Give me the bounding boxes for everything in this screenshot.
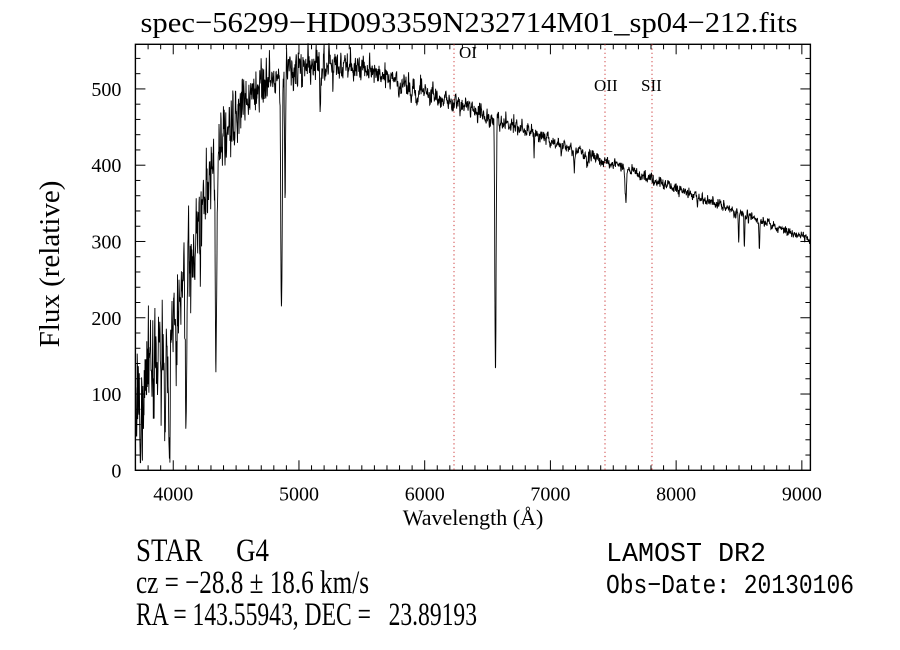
svg-text:Obs−Date: 20130106: Obs−Date: 20130106	[606, 572, 854, 602]
svg-text:0: 0	[111, 460, 121, 482]
svg-text:200: 200	[91, 308, 121, 330]
svg-text:Wavelength (Å): Wavelength (Å)	[403, 505, 544, 530]
svg-text:9000: 9000	[782, 483, 822, 505]
svg-text:cz = −28.8 ± 18.6 km/s: cz = −28.8 ± 18.6 km/s	[136, 565, 369, 601]
svg-text:7000: 7000	[530, 483, 570, 505]
svg-text:Flux (relative): Flux (relative)	[34, 181, 66, 348]
svg-text:OII: OII	[594, 76, 618, 95]
svg-text:100: 100	[91, 384, 121, 406]
svg-text:500: 500	[91, 79, 121, 101]
svg-text:8000: 8000	[656, 483, 696, 505]
svg-text:6000: 6000	[405, 483, 445, 505]
svg-text:SII: SII	[641, 76, 662, 95]
svg-text:400: 400	[91, 155, 121, 177]
svg-text:4000: 4000	[153, 483, 193, 505]
svg-text:5000: 5000	[279, 483, 319, 505]
svg-text:RA = 143.55943, DEC = 23.891: RA = 143.55943, DEC = 23.89193	[136, 597, 477, 633]
svg-text:LAMOST DR2: LAMOST DR2	[606, 540, 766, 570]
svg-text:spec−56299−HD093359N232714M01_: spec−56299−HD093359N232714M01_sp04−212.f…	[141, 7, 798, 39]
svg-text:STAR G4: STAR G4	[136, 533, 269, 569]
svg-text:300: 300	[91, 231, 121, 253]
